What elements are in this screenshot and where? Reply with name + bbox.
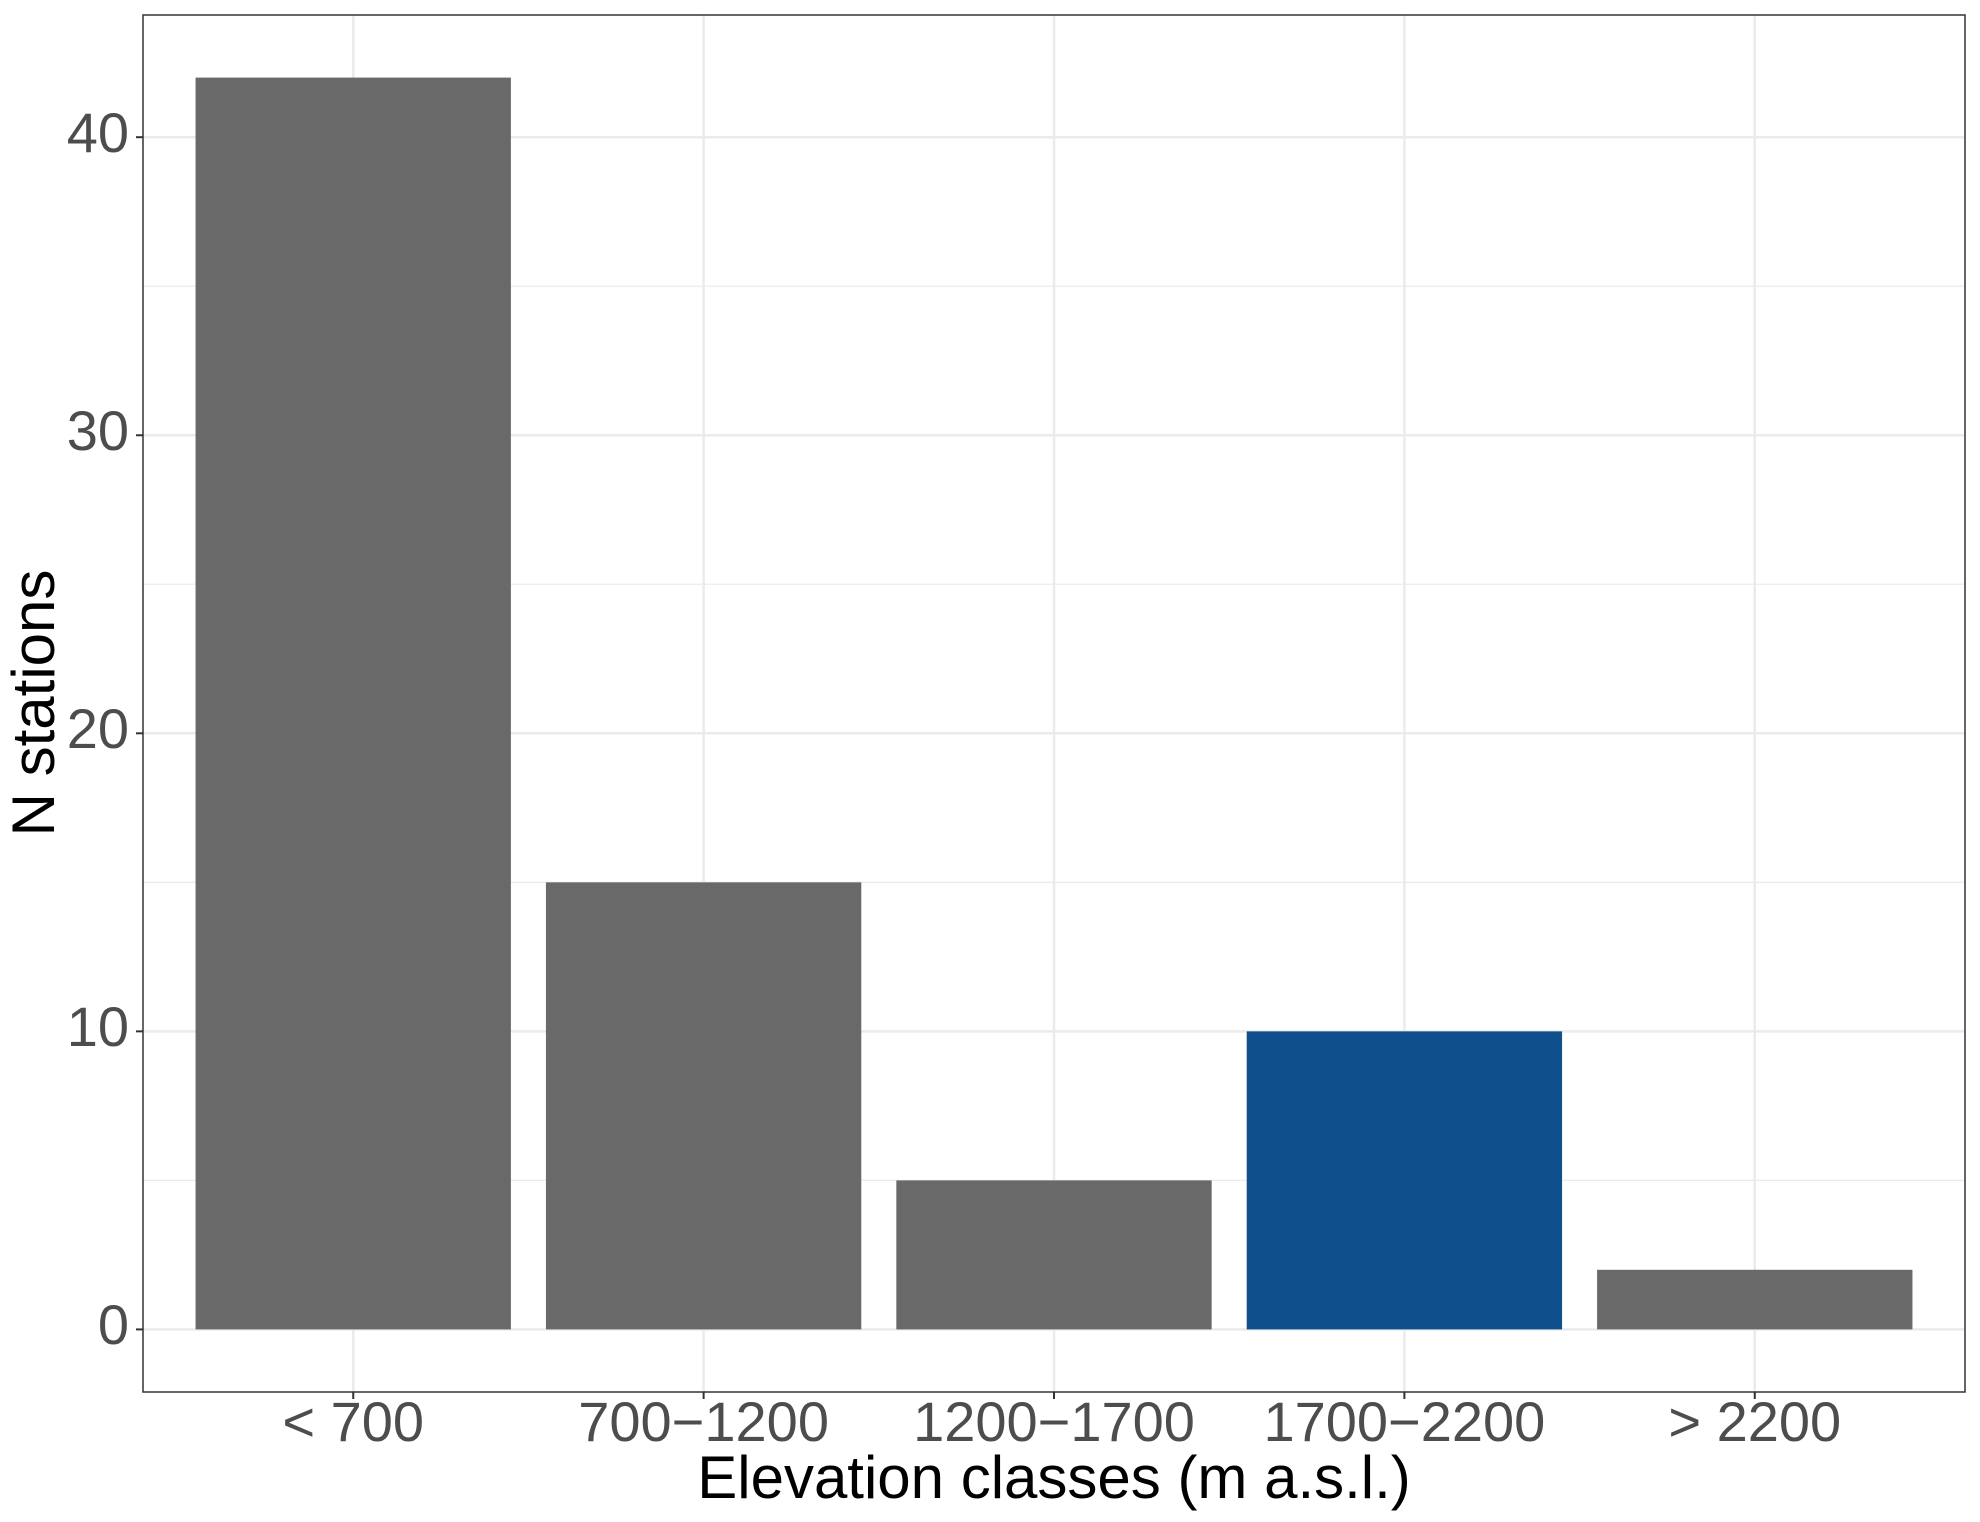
x-tick-label: 1700−2200 (1263, 1390, 1545, 1453)
x-tick-label: > 2200 (1668, 1390, 1841, 1453)
bar (195, 77, 511, 1330)
y-tick-label: 30 (67, 399, 129, 462)
x-axis-title: Elevation classes (m a.s.l.) (697, 1444, 1411, 1511)
bar (1246, 1031, 1563, 1330)
y-tick-label: 40 (67, 101, 129, 164)
y-tick-label: 20 (67, 697, 129, 760)
bar (545, 882, 862, 1330)
x-tick-label: 700−1200 (578, 1390, 829, 1453)
x-tick-label: < 700 (282, 1390, 424, 1453)
bar (1597, 1269, 1913, 1330)
bar (896, 1180, 1212, 1330)
y-tick-label: 10 (67, 995, 129, 1058)
y-axis-title: N stations (0, 570, 67, 837)
x-tick-label: 1200−1700 (913, 1390, 1195, 1453)
y-tick-label: 0 (98, 1293, 129, 1356)
panel-border (142, 14, 1966, 1393)
